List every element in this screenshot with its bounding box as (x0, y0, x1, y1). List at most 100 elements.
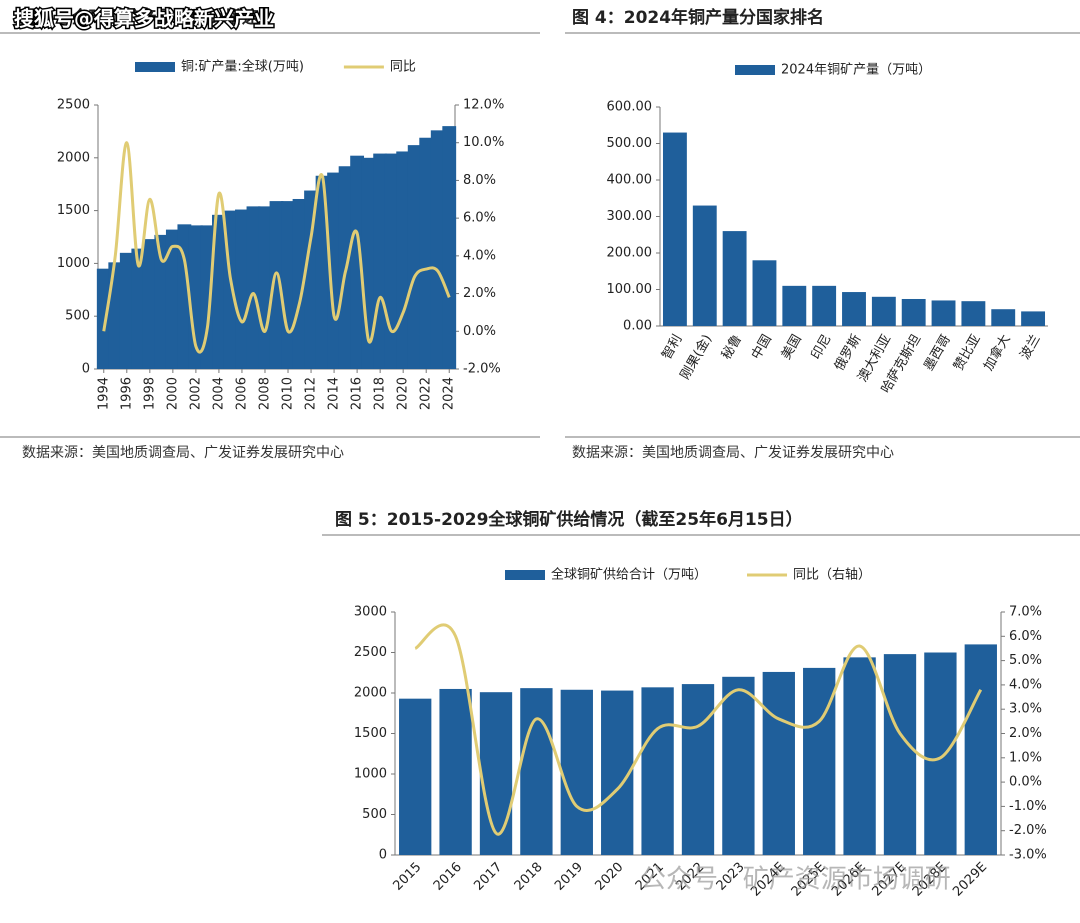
x-tick-label: 2014 (327, 377, 342, 410)
y-tick-label: 0 (379, 848, 387, 863)
chart-title: 图 3：全球铜矿产量及同比增速 (20, 7, 259, 28)
y2-tick-label: 8.0% (463, 173, 496, 188)
bar (641, 687, 674, 855)
x-tick-label: 2020 (592, 860, 626, 894)
y-tick-label: 500 (362, 807, 387, 822)
bar (399, 698, 432, 855)
x-tick-label: 智利 (659, 332, 685, 362)
y-tick-label: 100.00 (607, 282, 653, 297)
y2-tick-label: 2.0% (463, 286, 496, 301)
y2-tick-label: 10.0% (463, 135, 504, 150)
bar (842, 292, 866, 326)
bar (442, 126, 457, 370)
x-tick-label: 2006 (234, 377, 249, 410)
legend-label: 同比 (390, 60, 416, 75)
x-tick-label: 2024 (442, 377, 457, 410)
y-tick-label: 500.00 (607, 136, 653, 151)
x-tick-label: 2018 (373, 377, 388, 410)
x-tick-label: 中国 (749, 332, 775, 362)
bar (212, 214, 226, 369)
y2-tick-label: -3.0% (1009, 848, 1047, 863)
bar (752, 260, 777, 326)
bar (560, 689, 593, 855)
legend-swatch (135, 62, 175, 72)
x-tick-label: 俄罗斯 (832, 332, 864, 373)
y-tick-label: 500 (65, 309, 90, 324)
bar (200, 225, 215, 369)
x-tick-label: 2022 (419, 377, 434, 410)
x-tick-label: 2004 (211, 377, 226, 410)
bar (961, 301, 986, 326)
bar (327, 172, 341, 369)
y2-tick-label: -1.0% (1009, 799, 1047, 814)
bar (1021, 311, 1046, 326)
bar (782, 285, 807, 326)
bar (692, 205, 717, 326)
x-tick-label: 2018 (512, 860, 546, 894)
x-tick-label: 赞比亚 (951, 332, 983, 373)
bar (843, 657, 876, 855)
y2-tick-label: 1.0% (1009, 750, 1042, 765)
y-tick-label: 2500 (354, 645, 387, 660)
bar (924, 652, 957, 855)
watermark: 公众号 · 矿产资源市场调研 (640, 865, 951, 895)
bar (154, 234, 169, 369)
legend-swatch (505, 570, 545, 580)
bar (119, 252, 134, 369)
x-tick-label: 2000 (165, 377, 180, 410)
y2-tick-label: 4.0% (1009, 677, 1042, 692)
x-tick-label: 2020 (396, 377, 411, 410)
x-tick-label: 1994 (96, 377, 111, 410)
x-tick-label: 美国 (779, 332, 805, 362)
legend-swatch (735, 65, 775, 75)
bar (131, 248, 146, 369)
y-tick-label: 400.00 (607, 173, 653, 188)
y-tick-label: 2000 (354, 686, 387, 701)
y-tick-label: 300.00 (607, 209, 653, 224)
bar (871, 296, 896, 326)
y-tick-label: 0.00 (623, 319, 652, 334)
bar (430, 130, 445, 369)
line (102, 141, 451, 354)
bar (762, 671, 795, 855)
x-tick-label: 墨西哥 (922, 332, 954, 373)
y2-tick-label: -2.0% (463, 362, 501, 377)
y-tick-label: 1000 (57, 256, 90, 271)
bar (384, 153, 399, 369)
bar (177, 224, 192, 369)
bar (235, 209, 249, 369)
x-tick-label: 加拿大 (980, 332, 1013, 374)
watermark: 搜狐号@得算多战略新兴产业 (14, 7, 274, 31)
y-tick-label: 600.00 (607, 100, 653, 115)
y-tick-label: 3000 (354, 605, 387, 620)
bar (142, 239, 157, 369)
bar (304, 190, 318, 369)
y2-tick-label: 4.0% (463, 248, 496, 263)
legend-label: 全球铜矿供给合计（万吨） (551, 567, 707, 583)
y-tick-label: 1500 (354, 726, 387, 741)
x-tick-label: 波兰 (1018, 332, 1044, 362)
bar (520, 688, 553, 855)
bar (439, 688, 472, 855)
chart-title: 图 4：2024年铜产量分国家排名 (572, 7, 824, 28)
bar (812, 285, 837, 326)
y2-tick-label: 6.0% (463, 211, 496, 226)
legend-label: 同比（右轴） (793, 568, 871, 583)
bar (722, 231, 747, 326)
x-tick-label: 2017 (471, 860, 505, 894)
x-tick-label: 2010 (281, 377, 296, 410)
legend-label: 铜:矿产量:全球(万吨) (181, 59, 304, 75)
x-tick-label: 2002 (188, 377, 203, 410)
x-tick-label: 2015 (390, 860, 424, 894)
bar (479, 692, 513, 855)
bar (803, 667, 836, 855)
x-tick-label: 1996 (119, 377, 134, 410)
y2-tick-label: 7.0% (1009, 605, 1042, 620)
bar (991, 309, 1016, 326)
y2-tick-label: 0.0% (1009, 775, 1042, 790)
y-tick-label: 1500 (57, 203, 90, 218)
y2-tick-label: 3.0% (1009, 702, 1042, 717)
y2-tick-label: 12.0% (463, 98, 504, 113)
x-tick-label: 2008 (257, 377, 272, 410)
